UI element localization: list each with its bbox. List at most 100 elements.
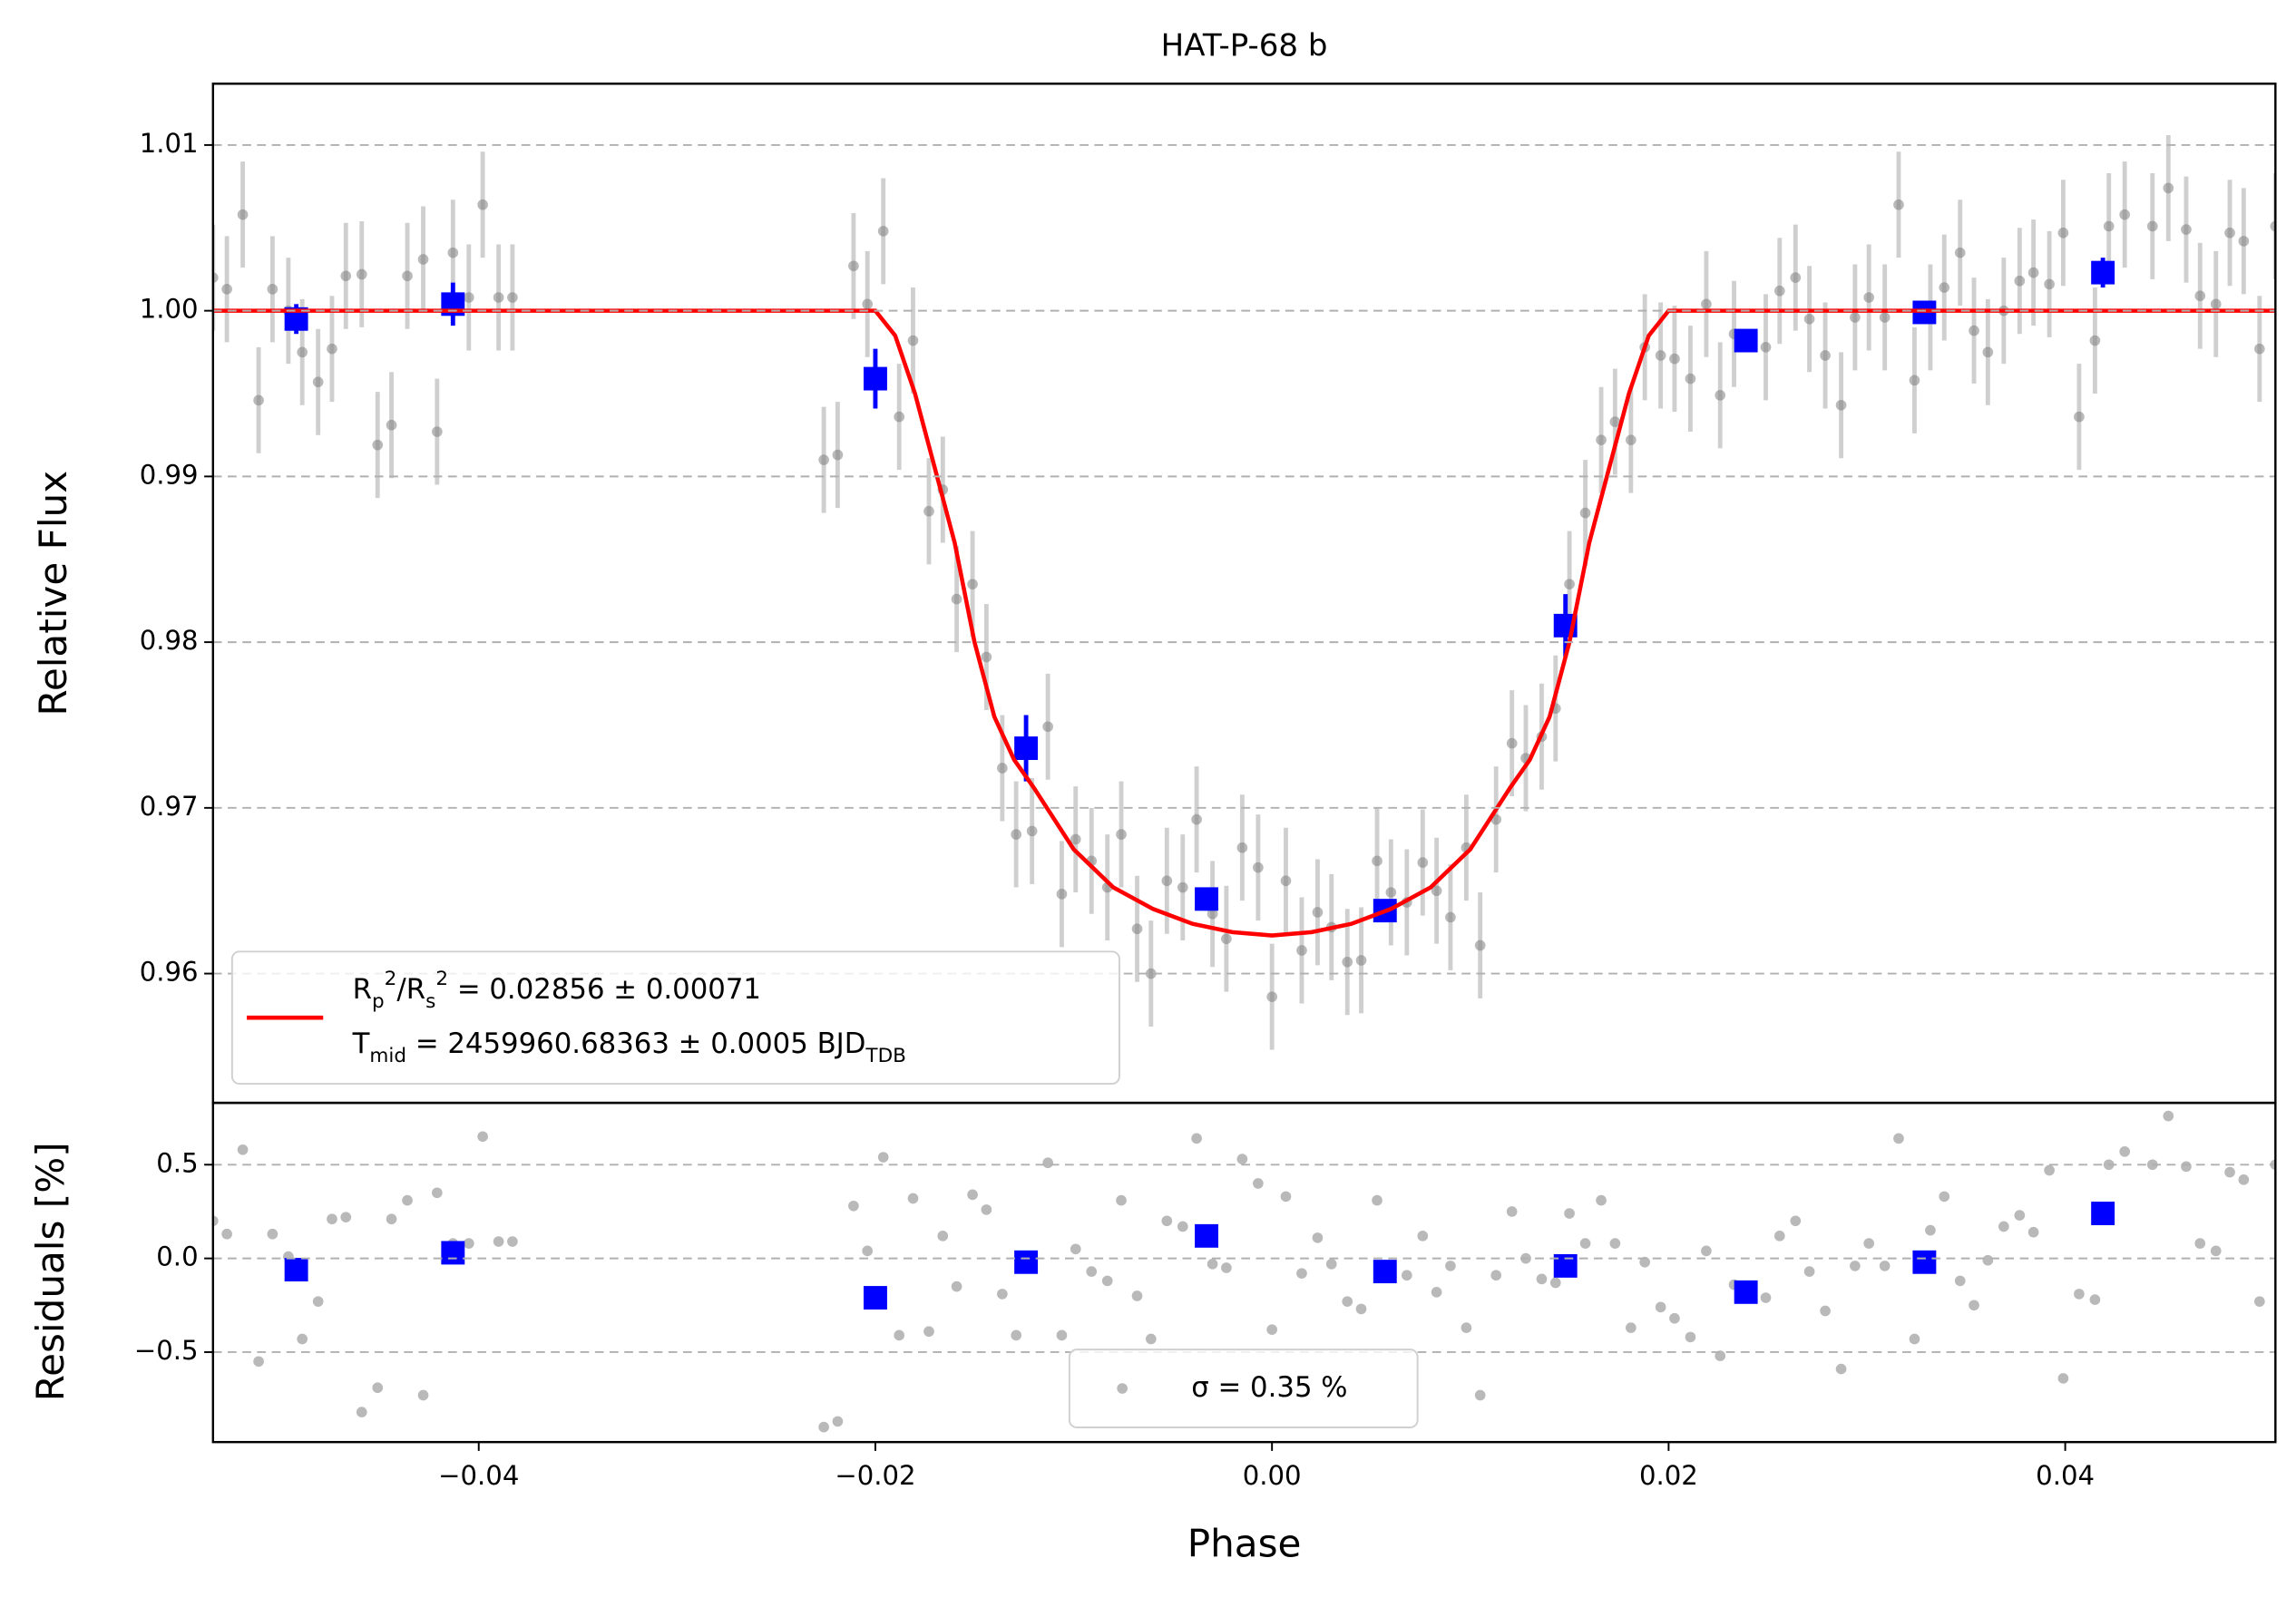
- data-point: [2074, 411, 2085, 423]
- y-tick-label: 1.01: [140, 128, 199, 159]
- data-point: [1312, 907, 1324, 918]
- data-point: [1236, 842, 1248, 853]
- data-point: [417, 254, 429, 265]
- data-point: [2210, 298, 2222, 310]
- data-point: [2270, 220, 2276, 232]
- data-point: [967, 1189, 978, 1201]
- binned-point: [1912, 1250, 1937, 1274]
- data-point: [981, 651, 992, 663]
- data-point: [1626, 1322, 1637, 1333]
- data-point: [1982, 1254, 1994, 1266]
- data-point: [1564, 579, 1575, 589]
- data-point: [2119, 1146, 2131, 1157]
- data-point: [923, 1326, 934, 1338]
- data-point: [1266, 1324, 1277, 1335]
- data-point: [1835, 1363, 1847, 1375]
- data-point: [2224, 1166, 2235, 1178]
- y-tick-label: −0.5: [134, 1335, 199, 1366]
- data-point: [1253, 862, 1264, 873]
- data-point: [1982, 346, 1994, 358]
- data-point: [1863, 292, 1875, 303]
- binned-point: [1734, 328, 1758, 353]
- data-point: [1070, 1243, 1081, 1255]
- model-line: [212, 308, 2276, 938]
- data-point: [2254, 1296, 2265, 1307]
- data-point: [1790, 272, 1802, 283]
- data-point: [997, 1289, 1008, 1300]
- data-point: [1685, 373, 1696, 385]
- data-point: [312, 376, 324, 388]
- binned-point: [1195, 1223, 1218, 1248]
- data-point: [1266, 991, 1277, 1002]
- data-point: [1609, 416, 1621, 427]
- data-point: [1760, 342, 1772, 353]
- y-tick-label: 0.97: [140, 791, 199, 822]
- data-point: [507, 292, 518, 303]
- data-point: [1925, 1224, 1936, 1236]
- data-point: [356, 1407, 367, 1417]
- data-point: [997, 763, 1008, 774]
- data-point: [2194, 1238, 2206, 1249]
- y-axis-label: Residuals [%]: [28, 1142, 73, 1401]
- legend-label: σ = 0.35 %: [1191, 1371, 1347, 1404]
- data-point: [1579, 1238, 1591, 1249]
- data-point: [1536, 1273, 1548, 1285]
- data-point: [907, 1193, 919, 1204]
- data-point: [2103, 220, 2115, 232]
- legend-box: [1068, 1349, 1419, 1428]
- binned-point: [441, 1241, 465, 1265]
- data-point: [1893, 1133, 1904, 1144]
- data-point: [1145, 1333, 1157, 1345]
- data-point: [1893, 199, 1904, 210]
- data-point: [2119, 209, 2131, 220]
- plot-area: [212, 134, 2276, 1050]
- data-point: [312, 1296, 324, 1307]
- data-point: [1280, 875, 1292, 887]
- data-point: [356, 268, 367, 280]
- data-point: [1909, 375, 1920, 386]
- data-point: [1669, 353, 1680, 365]
- data-point: [1385, 887, 1397, 898]
- data-point: [1909, 1333, 1920, 1345]
- data-point: [253, 1356, 264, 1368]
- data-point: [1431, 1287, 1442, 1298]
- data-point: [1596, 434, 1607, 446]
- data-point: [1207, 1259, 1218, 1270]
- data-point: [1355, 1303, 1367, 1315]
- data-point: [877, 226, 889, 237]
- data-point: [1820, 350, 1831, 361]
- data-point: [2194, 290, 2206, 302]
- data-point: [1445, 1261, 1456, 1271]
- data-point: [2089, 1294, 2101, 1305]
- data-point: [832, 1416, 844, 1427]
- data-point: [493, 292, 504, 303]
- y-tick-label: 0.98: [140, 625, 199, 656]
- data-point: [2181, 1161, 2192, 1173]
- x-tick-label: −0.04: [438, 1460, 519, 1491]
- binned-point: [2091, 260, 2115, 285]
- chart-title: HAT-P-68 b: [1161, 27, 1328, 63]
- data-point: [1760, 1292, 1772, 1303]
- data-point: [1445, 911, 1456, 923]
- data-point: [894, 411, 905, 423]
- data-point: [1417, 1231, 1429, 1242]
- binned-point: [1014, 1250, 1039, 1274]
- x-tick-label: 0.00: [1243, 1460, 1302, 1491]
- data-point: [212, 272, 219, 283]
- data-point: [1639, 1256, 1650, 1268]
- data-point: [1579, 507, 1591, 519]
- data-point: [2181, 224, 2192, 235]
- data-point: [1131, 923, 1143, 935]
- data-point: [1626, 434, 1637, 446]
- data-point: [1506, 737, 1518, 749]
- data-point: [2014, 1210, 2026, 1221]
- data-point: [2254, 343, 2265, 355]
- data-point: [1161, 875, 1173, 887]
- data-point: [877, 1152, 889, 1163]
- data-point: [1803, 313, 1815, 325]
- binned-point: [1373, 1260, 1397, 1284]
- data-point: [417, 1389, 429, 1401]
- binned-point: [864, 1286, 887, 1310]
- data-point: [297, 346, 308, 358]
- data-point: [1131, 1290, 1143, 1301]
